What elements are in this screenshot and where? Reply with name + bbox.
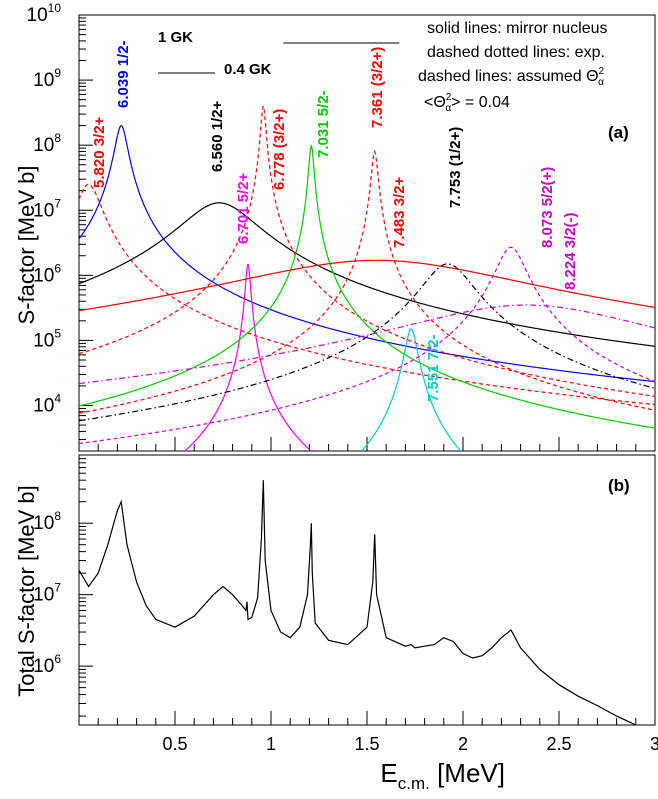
panel-b-y-ticks: 108 107 106 xyxy=(33,454,93,717)
y-tick-label: 108 xyxy=(33,131,61,156)
series-curve xyxy=(79,183,655,406)
bar-04gk-label: 0.4 GK xyxy=(224,61,272,78)
x-tick-label: 2.5 xyxy=(546,734,571,754)
series-curve xyxy=(184,263,312,451)
y-tick-label: 107 xyxy=(33,196,61,221)
series-label: 6.039 1/2- xyxy=(115,40,132,108)
legend-line-2: dashed dotted lines: exp. xyxy=(427,44,605,61)
x-axis-label: Ec.m. [MeV] xyxy=(380,758,505,793)
panel-a-curves xyxy=(79,105,655,451)
x-tick-label: 1.5 xyxy=(354,734,379,754)
bar-1gk-label: 1 GK xyxy=(158,29,193,46)
legend-line-3: dashed lines: assumed Θ2 α xyxy=(418,66,605,88)
series-curve xyxy=(79,304,655,385)
y-tick-label: 108 xyxy=(33,509,61,534)
y-tick-label: 105 xyxy=(33,326,61,351)
x-tick-label: 0.5 xyxy=(162,734,187,754)
panel-b-x-ticks: 0.5 1 1.5 2 2.5 3 xyxy=(78,711,658,754)
series-label: 8.073 5/2(+) xyxy=(539,167,556,248)
panel-a-series-labels: 5.820 3/2+ 6.039 1/2- 6.560 1/2+ 6.701 5/2+… xyxy=(91,40,579,402)
x-tick-label: 1 xyxy=(266,734,276,754)
series-label: 6.778 (3/2+) xyxy=(271,109,288,190)
panel-b-frame xyxy=(78,454,656,726)
series-label: 6.701 5/2+ xyxy=(235,172,252,244)
series-label: 7.483 3/2+ xyxy=(391,176,408,248)
series-curve xyxy=(79,149,655,414)
temperature-bars: 1 GK 0.4 GK xyxy=(158,29,400,78)
y-tick-label: 107 xyxy=(33,581,61,606)
legend-line-1: solid lines: mirror nucleus xyxy=(427,20,608,37)
panel-a-y-ticks: 1010 109 108 107 106 105 104 xyxy=(27,1,93,452)
series-curve xyxy=(79,124,655,383)
panel-a: 1010 109 108 107 106 105 104 5.820 3/2+ 6.039 1… xyxy=(14,1,656,452)
panel-b-curves xyxy=(79,480,637,725)
y-tick-label: 104 xyxy=(33,392,61,417)
series-curve xyxy=(79,246,655,445)
series-curve xyxy=(79,259,655,312)
x-tick-label: 3 xyxy=(650,734,658,754)
series-curve xyxy=(79,263,655,422)
series-label: 8.224 3/2(-) xyxy=(562,212,579,290)
total-s-factor-curve xyxy=(79,480,637,725)
series-label: 6.560 1/2+ xyxy=(209,100,226,172)
y-tick-label: 106 xyxy=(33,652,61,677)
panel-b-y-axis-label: Total S-factor [MeV b] xyxy=(14,485,39,697)
y-tick-label: 1010 xyxy=(27,1,62,26)
series-label: 7.361 (3/2+) xyxy=(369,47,386,128)
panel-b-label: (b) xyxy=(608,476,630,495)
series-label: 7.031 5/2- xyxy=(315,90,332,158)
panel-a-label: (a) xyxy=(608,123,629,142)
series-curve xyxy=(79,202,655,347)
series-label: 7.753 (1/2+) xyxy=(447,127,464,208)
series-curve xyxy=(79,145,655,429)
legend-line-4: <Θ2 α> = 0.04 xyxy=(424,92,510,114)
series-label: 7.551 7/2- xyxy=(425,334,442,402)
panel-b: 108 107 106 0.5 1 1.5 2 2.5 3 (b) Total S-facto… xyxy=(14,454,658,793)
x-tick-label: 2 xyxy=(458,734,468,754)
series-curve xyxy=(79,105,655,397)
series-label: 5.820 3/2+ xyxy=(91,116,108,188)
panel-a-y-axis-label: S-factor [MeV b] xyxy=(14,166,39,325)
y-tick-label: 106 xyxy=(33,261,61,286)
series-curve xyxy=(360,328,462,451)
y-tick-label: 109 xyxy=(33,66,61,91)
legend-block: solid lines: mirror nucleus dashed dotte… xyxy=(418,20,608,114)
